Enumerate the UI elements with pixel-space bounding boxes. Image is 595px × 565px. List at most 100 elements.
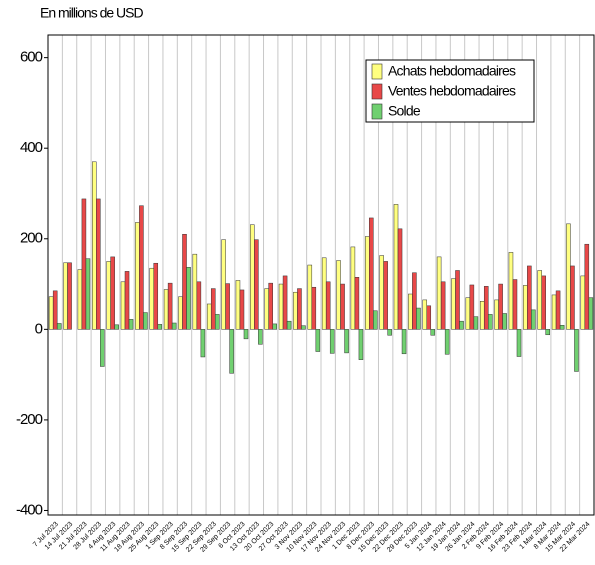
plot-frame xyxy=(47,34,595,516)
bar xyxy=(186,267,191,330)
legend-swatch xyxy=(371,103,383,120)
bar xyxy=(81,198,87,330)
y-tick-label: 400 xyxy=(20,139,43,156)
bar xyxy=(307,264,313,330)
bar xyxy=(235,280,241,330)
bar xyxy=(422,299,428,330)
bar xyxy=(163,289,169,330)
bar xyxy=(254,239,259,330)
bar xyxy=(430,329,436,336)
bar xyxy=(325,281,331,330)
bar xyxy=(311,286,317,330)
bar xyxy=(373,310,378,330)
bar xyxy=(225,283,230,330)
bar xyxy=(106,261,111,330)
bar xyxy=(387,329,392,336)
legend-swatch xyxy=(371,63,383,80)
bar xyxy=(494,299,499,330)
bar xyxy=(408,293,413,330)
bar xyxy=(483,286,489,330)
bar xyxy=(282,275,288,330)
bar xyxy=(167,282,173,330)
bar xyxy=(455,270,460,330)
bar xyxy=(473,316,479,330)
legend-label: Ventes hebdomadaires xyxy=(388,83,516,99)
bar xyxy=(221,239,226,330)
legend-label: Achats hebdomadaires xyxy=(388,63,516,79)
bar xyxy=(516,329,522,357)
bar xyxy=(459,320,464,330)
bar xyxy=(196,281,202,330)
bar xyxy=(397,228,403,330)
y-tick-label: 200 xyxy=(20,230,43,247)
bar xyxy=(527,265,532,330)
bar xyxy=(440,281,446,330)
bar xyxy=(243,329,249,340)
bar xyxy=(379,255,384,330)
bar xyxy=(465,297,471,330)
bar xyxy=(551,294,557,330)
bar xyxy=(67,262,72,330)
bar xyxy=(182,233,187,330)
bar xyxy=(297,288,302,330)
bar xyxy=(369,217,374,330)
bar xyxy=(92,161,97,330)
bar xyxy=(206,303,212,330)
bar xyxy=(498,283,503,330)
bar xyxy=(469,284,475,330)
bar xyxy=(545,329,550,336)
bar xyxy=(574,329,579,372)
y-tick-label: -400 xyxy=(16,501,43,518)
bar xyxy=(128,319,134,330)
bar xyxy=(100,329,105,367)
bar xyxy=(566,223,571,330)
bar xyxy=(487,314,493,330)
bar xyxy=(508,252,514,330)
legend-swatch xyxy=(371,83,383,100)
bar xyxy=(272,323,277,330)
bar xyxy=(210,288,216,330)
bar xyxy=(258,329,263,345)
bar xyxy=(354,277,360,330)
bar xyxy=(96,198,101,330)
bar xyxy=(344,329,349,354)
bar xyxy=(412,272,417,330)
bar xyxy=(315,329,321,352)
bar xyxy=(293,291,298,330)
y-tick-label: 0 xyxy=(35,320,43,337)
bar xyxy=(139,205,144,330)
bar xyxy=(580,275,586,330)
legend-label: Solde xyxy=(388,103,421,119)
bar xyxy=(143,312,148,330)
bar xyxy=(401,329,407,355)
bar xyxy=(214,314,220,330)
bar xyxy=(512,279,518,330)
y-tick-label: 600 xyxy=(20,49,43,66)
bar xyxy=(383,261,388,330)
bar xyxy=(358,329,364,360)
bar xyxy=(85,258,91,330)
bar xyxy=(268,282,273,330)
bar xyxy=(264,288,269,330)
bar xyxy=(321,257,327,330)
bar xyxy=(286,320,292,330)
bar xyxy=(120,281,126,330)
bar xyxy=(416,307,421,330)
bar xyxy=(555,290,561,330)
bar xyxy=(523,285,528,330)
bar xyxy=(110,256,115,330)
bar xyxy=(502,313,507,330)
bar xyxy=(239,289,245,330)
bar xyxy=(114,324,119,330)
bar xyxy=(56,323,62,330)
bar xyxy=(436,256,442,330)
bar xyxy=(570,265,575,330)
bar xyxy=(192,253,198,330)
bar xyxy=(171,322,177,330)
bar xyxy=(393,204,399,330)
bar xyxy=(329,329,335,354)
bar xyxy=(178,296,183,330)
y-tick-label: -200 xyxy=(16,411,43,428)
bar xyxy=(135,222,140,330)
